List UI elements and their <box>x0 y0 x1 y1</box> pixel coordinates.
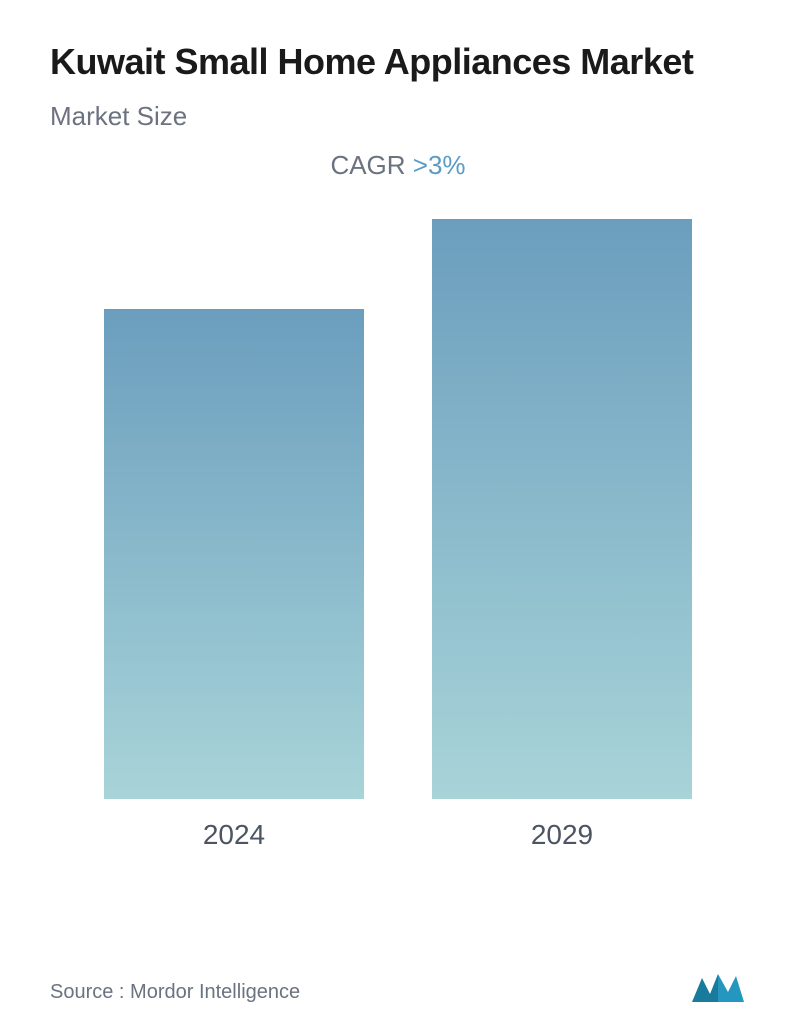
bar-chart: 2024 2029 <box>50 231 746 851</box>
cagr-value: >3% <box>413 150 466 180</box>
brand-logo <box>690 968 746 1004</box>
logo-icon <box>690 968 746 1004</box>
footer: Source : Mordor Intelligence <box>50 968 746 1004</box>
source-text: Source : Mordor Intelligence <box>50 981 300 1004</box>
chart-title: Kuwait Small Home Appliances Market <box>50 40 746 83</box>
bar-label-1: 2029 <box>531 819 593 851</box>
bar-1 <box>432 219 692 799</box>
chart-subtitle: Market Size <box>50 101 746 132</box>
bar-group-0: 2024 <box>104 309 364 851</box>
bar-group-1: 2029 <box>432 219 692 851</box>
bar-label-0: 2024 <box>203 819 265 851</box>
bar-0 <box>104 309 364 799</box>
cagr-row: CAGR >3% <box>50 150 746 181</box>
cagr-label: CAGR <box>330 150 412 180</box>
